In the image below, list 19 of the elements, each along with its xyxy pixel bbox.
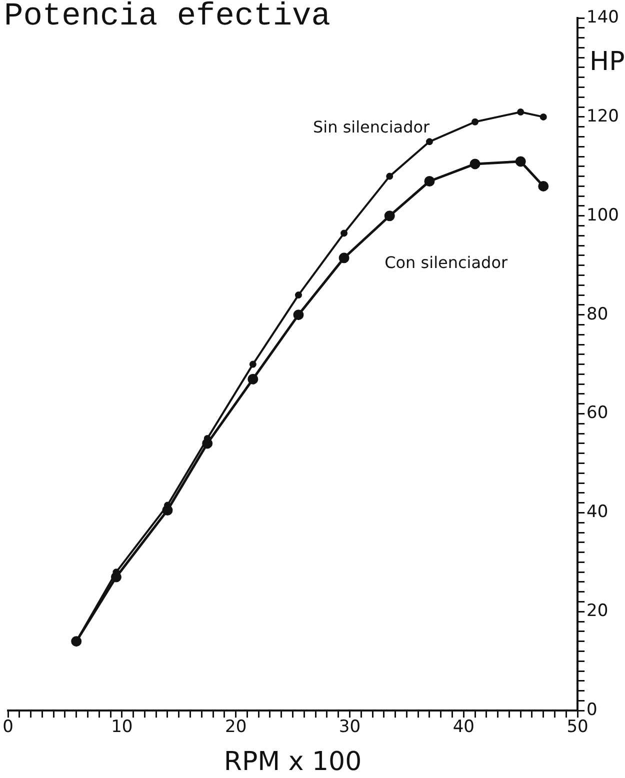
chart-title: Potencia efectiva [4, 0, 330, 34]
y-tick-label: 120 [586, 106, 620, 126]
series-label: Con silenciador [384, 253, 508, 272]
y-tick-label: 100 [586, 205, 620, 226]
y-tick-label: 20 [586, 601, 608, 622]
x-tick-label: 30 [338, 717, 361, 738]
y-tick-label: 140 [586, 7, 620, 28]
y-axis-title: HP [590, 46, 625, 77]
y-tick-label: 60 [586, 403, 608, 424]
x-tick-label: 10 [111, 717, 133, 738]
x-tick-label: 40 [452, 717, 474, 738]
y-tick-label: 40 [586, 502, 608, 522]
x-tick-label: 20 [225, 717, 247, 738]
x-axis-title: RPM x 100 [224, 746, 362, 777]
y-tick-label: 0 [586, 700, 598, 720]
series-label: Sin silenciador [312, 117, 430, 136]
y-tick-label: 80 [586, 304, 608, 324]
x-tick-label: 0 [2, 717, 14, 738]
x-tick-label: 50 [566, 717, 588, 738]
